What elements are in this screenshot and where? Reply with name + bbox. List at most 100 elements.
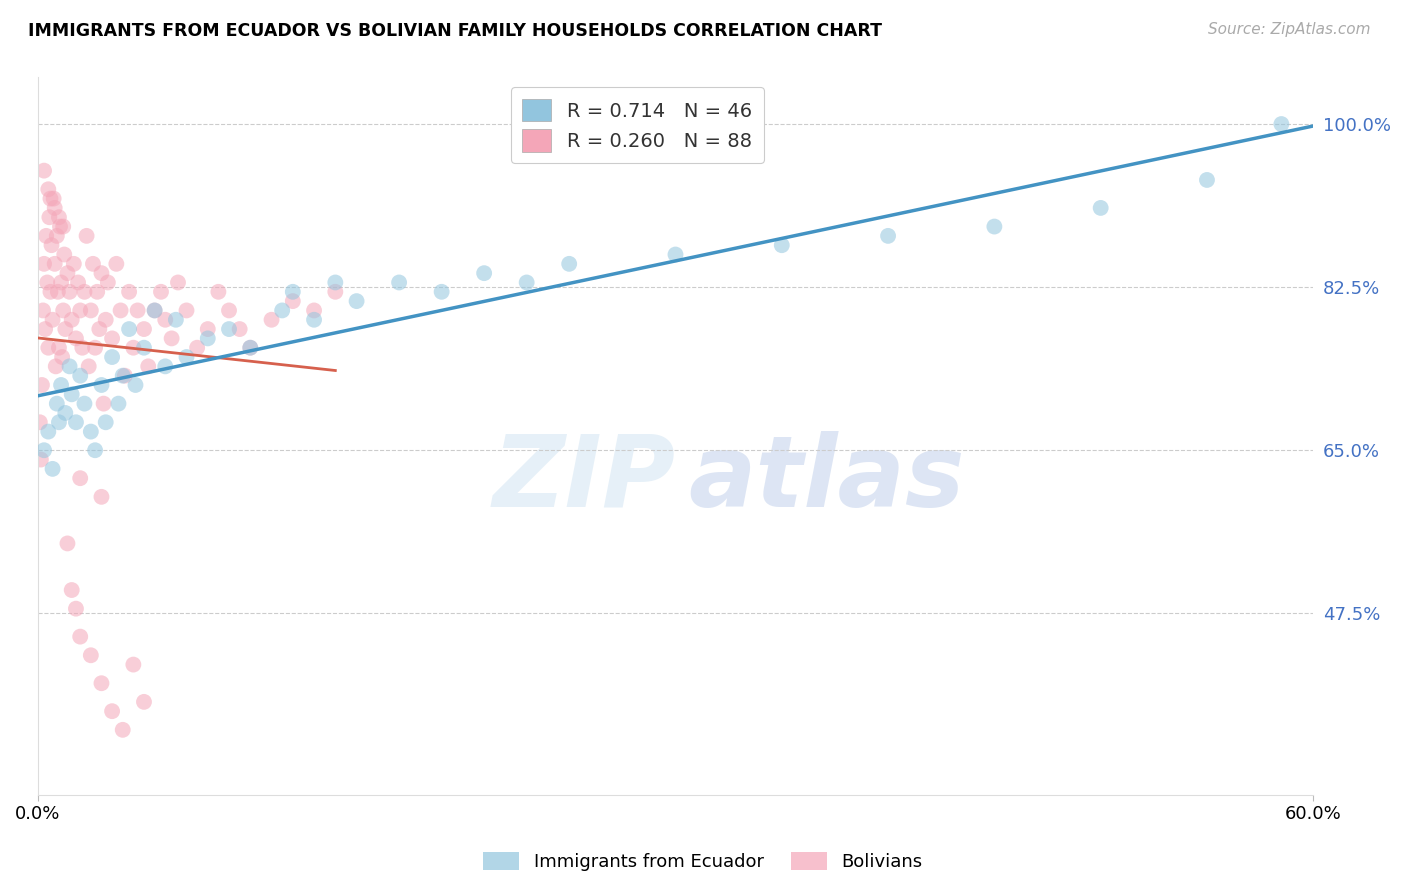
Point bbox=[132, 341, 155, 355]
Point bbox=[176, 350, 198, 364]
Point bbox=[51, 350, 73, 364]
Point bbox=[49, 219, 72, 234]
Point bbox=[84, 341, 107, 355]
Point bbox=[76, 228, 98, 243]
Point bbox=[197, 331, 219, 345]
Point bbox=[65, 331, 87, 345]
Point bbox=[69, 471, 91, 485]
Point bbox=[41, 312, 63, 326]
Point bbox=[239, 341, 262, 355]
Point bbox=[86, 285, 108, 299]
Point bbox=[48, 211, 70, 225]
Point bbox=[118, 322, 141, 336]
Point bbox=[80, 303, 103, 318]
Point bbox=[30, 452, 52, 467]
Point bbox=[37, 425, 59, 439]
Text: IMMIGRANTS FROM ECUADOR VS BOLIVIAN FAMILY HOUSEHOLDS CORRELATION CHART: IMMIGRANTS FROM ECUADOR VS BOLIVIAN FAMI… bbox=[28, 22, 882, 40]
Point bbox=[260, 312, 283, 326]
Point bbox=[664, 247, 686, 261]
Point bbox=[38, 211, 60, 225]
Point bbox=[430, 285, 453, 299]
Point bbox=[302, 312, 325, 326]
Point bbox=[281, 294, 304, 309]
Point bbox=[114, 368, 136, 383]
Point bbox=[186, 341, 208, 355]
Point bbox=[150, 285, 173, 299]
Point bbox=[72, 341, 94, 355]
Point bbox=[32, 163, 55, 178]
Point bbox=[877, 228, 900, 243]
Text: ZIP: ZIP bbox=[492, 431, 675, 528]
Point bbox=[388, 276, 411, 290]
Point bbox=[101, 350, 124, 364]
Point bbox=[37, 276, 59, 290]
Point bbox=[167, 276, 190, 290]
Legend: R = 0.714   N = 46, R = 0.260   N = 88: R = 0.714 N = 46, R = 0.260 N = 88 bbox=[510, 87, 763, 163]
Point bbox=[52, 303, 75, 318]
Point bbox=[46, 285, 69, 299]
Point bbox=[69, 303, 91, 318]
Point bbox=[63, 257, 86, 271]
Point bbox=[228, 322, 250, 336]
Point bbox=[69, 368, 91, 383]
Point bbox=[160, 331, 183, 345]
Point bbox=[44, 201, 66, 215]
Point bbox=[101, 331, 124, 345]
Point bbox=[60, 312, 83, 326]
Point bbox=[73, 285, 96, 299]
Point bbox=[155, 359, 177, 374]
Point bbox=[136, 359, 159, 374]
Point bbox=[110, 303, 132, 318]
Point bbox=[97, 276, 120, 290]
Point bbox=[218, 322, 240, 336]
Point bbox=[45, 228, 67, 243]
Point bbox=[94, 415, 117, 429]
Point bbox=[82, 257, 104, 271]
Text: Source: ZipAtlas.com: Source: ZipAtlas.com bbox=[1208, 22, 1371, 37]
Point bbox=[770, 238, 793, 252]
Point bbox=[41, 462, 63, 476]
Point bbox=[516, 276, 538, 290]
Point bbox=[65, 415, 87, 429]
Point bbox=[32, 303, 55, 318]
Point bbox=[165, 312, 187, 326]
Point bbox=[35, 228, 58, 243]
Point bbox=[32, 257, 55, 271]
Point bbox=[302, 303, 325, 318]
Point bbox=[31, 378, 53, 392]
Point bbox=[80, 648, 103, 663]
Point bbox=[132, 322, 155, 336]
Point bbox=[77, 359, 100, 374]
Point bbox=[53, 247, 76, 261]
Point bbox=[111, 368, 134, 383]
Point bbox=[558, 257, 581, 271]
Point bbox=[176, 303, 198, 318]
Point bbox=[207, 285, 229, 299]
Point bbox=[56, 266, 79, 280]
Point bbox=[89, 322, 111, 336]
Point bbox=[90, 676, 112, 690]
Point bbox=[45, 359, 67, 374]
Point bbox=[143, 303, 166, 318]
Point bbox=[67, 276, 90, 290]
Point bbox=[44, 257, 66, 271]
Point bbox=[101, 704, 124, 718]
Text: atlas: atlas bbox=[689, 431, 965, 528]
Point bbox=[239, 341, 262, 355]
Point bbox=[69, 630, 91, 644]
Point bbox=[90, 266, 112, 280]
Point bbox=[118, 285, 141, 299]
Point bbox=[1195, 173, 1218, 187]
Point bbox=[60, 387, 83, 401]
Point bbox=[37, 182, 59, 196]
Point bbox=[73, 397, 96, 411]
Legend: Immigrants from Ecuador, Bolivians: Immigrants from Ecuador, Bolivians bbox=[477, 845, 929, 879]
Point bbox=[84, 443, 107, 458]
Point bbox=[58, 285, 80, 299]
Point bbox=[122, 341, 145, 355]
Point bbox=[132, 695, 155, 709]
Point bbox=[49, 378, 72, 392]
Point bbox=[65, 601, 87, 615]
Point bbox=[56, 536, 79, 550]
Point bbox=[53, 322, 76, 336]
